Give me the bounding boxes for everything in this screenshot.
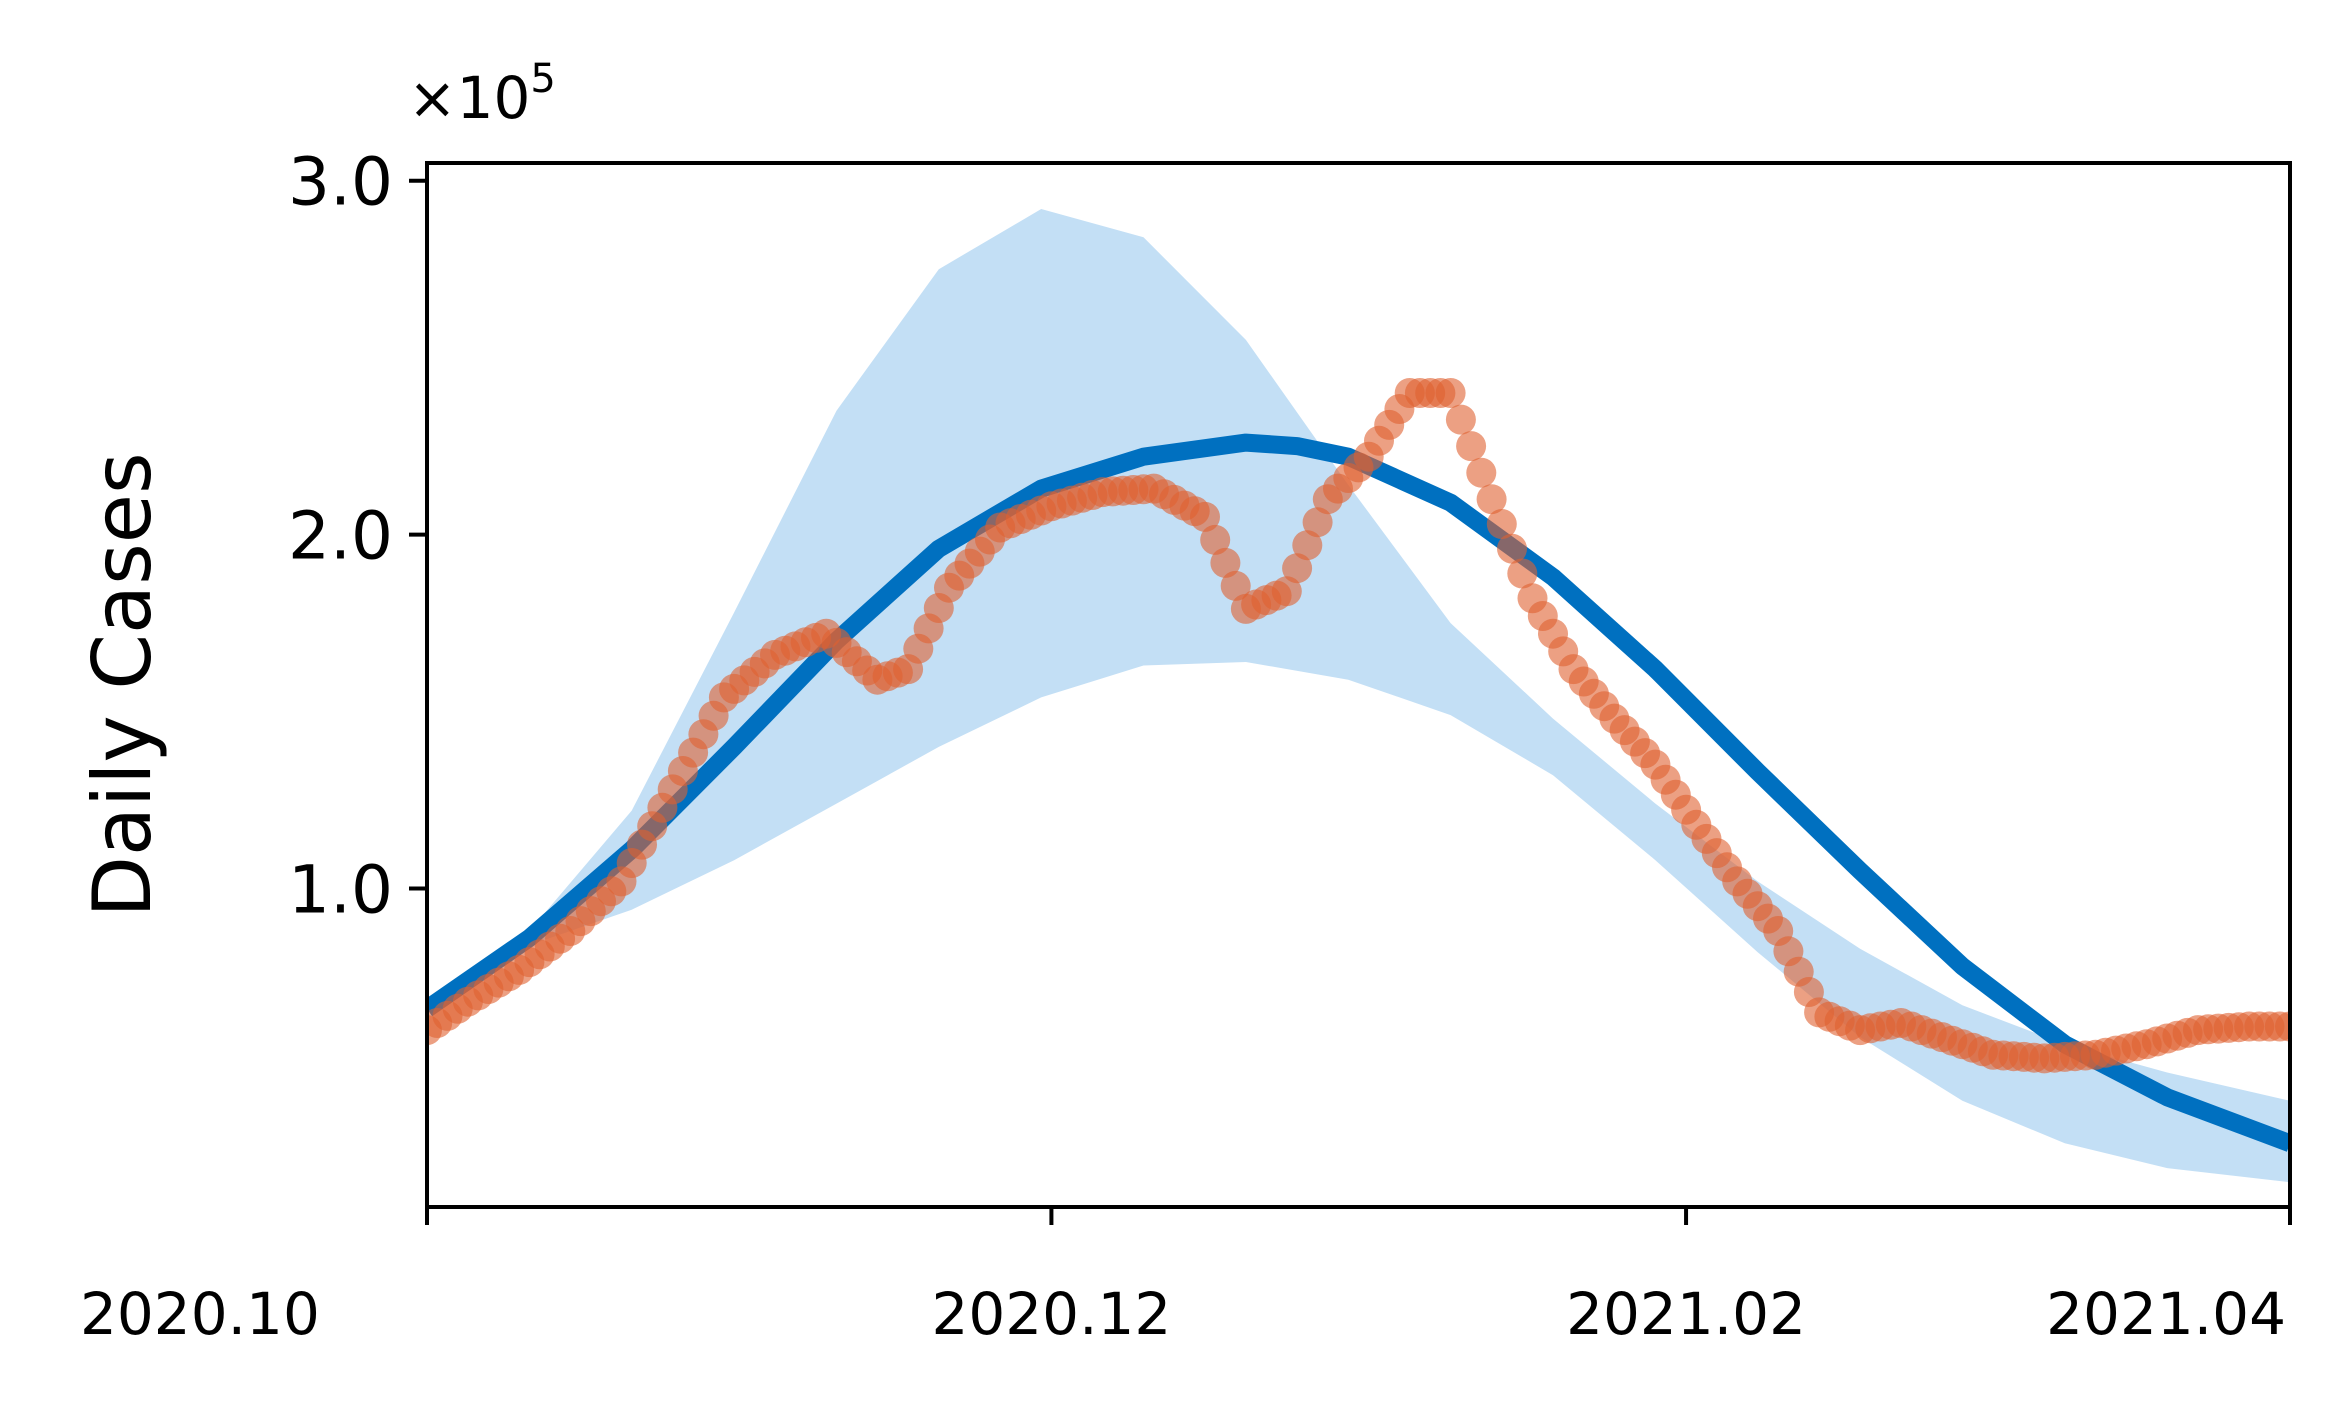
observed-point — [1476, 484, 1507, 515]
observed-point — [1302, 507, 1333, 538]
observed-point — [1445, 404, 1476, 435]
y-axis-title: Daily Cases — [76, 452, 169, 917]
x-tick-label: 2020.10 — [80, 1280, 320, 1348]
observed-point — [2275, 1011, 2290, 1042]
x-axis: 2020.10 2020.12 2021.02 2021.04 — [80, 1207, 2292, 1348]
x-tick-label: 2020.12 — [931, 1280, 1171, 1348]
observed-point — [1282, 553, 1313, 584]
x-tick-label: 2021.04 — [2046, 1280, 2286, 1348]
observed-point — [1456, 431, 1487, 462]
observed-point — [1486, 509, 1517, 539]
observed-points — [427, 378, 2290, 1074]
confidence-band — [427, 209, 2290, 1183]
observed-point — [1220, 570, 1251, 601]
plot-area — [427, 209, 2290, 1183]
x-tick-label: 2021.02 — [1566, 1280, 1806, 1348]
observed-point — [1292, 530, 1323, 561]
observed-point — [1466, 457, 1497, 488]
observed-point — [1210, 547, 1241, 578]
fit-line — [427, 433, 2290, 1152]
y-multiplier-exponent: 5 — [530, 56, 555, 102]
y-tick-label: 1.0 — [288, 851, 393, 928]
observed-point — [1507, 558, 1538, 589]
y-multiplier-base: ×10 — [408, 64, 530, 132]
observed-point — [1190, 501, 1220, 532]
observed-point — [1435, 378, 1466, 408]
y-tick-label: 2.0 — [288, 498, 393, 575]
observed-point — [1200, 524, 1231, 555]
y-tick-label: 3.0 — [288, 144, 393, 221]
observed-point — [1497, 533, 1527, 564]
observed-point — [1271, 576, 1302, 607]
plot-frame — [425, 161, 2292, 1209]
y-multiplier: ×105 — [408, 56, 556, 132]
y-axis: 1.0 2.0 3.0 — [288, 144, 427, 928]
